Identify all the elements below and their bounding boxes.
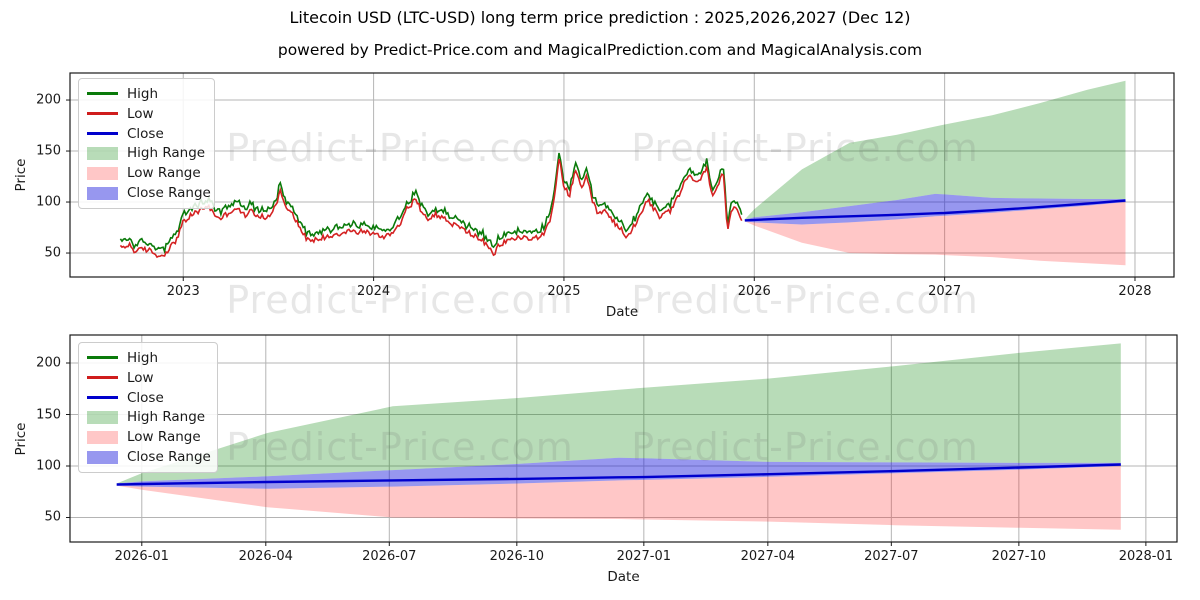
x-tick-label: 2027-07 — [864, 549, 919, 564]
y-tick-label: 100 — [36, 458, 61, 474]
x-tick-label: 2027-04 — [740, 549, 795, 564]
legend-swatch-high-range — [87, 146, 118, 160]
legend-label: High — [127, 85, 159, 102]
y-axis-label: Price — [13, 158, 29, 192]
figure-title: Litecoin USD (LTC-USD) long term price p… — [289, 8, 911, 27]
legend-item-close: Close — [87, 124, 204, 144]
legend-swatch-close-range — [87, 186, 118, 200]
legend-label: Close — [127, 389, 164, 406]
legend-swatch-high — [87, 356, 118, 360]
legend-label: Low Range — [127, 165, 201, 182]
x-tick-label: 2026-10 — [489, 549, 544, 564]
legend-swatch-high — [87, 92, 118, 96]
x-tick-label: 2028 — [1118, 284, 1152, 299]
y-tick-label: 150 — [36, 407, 61, 422]
legend-box: High Low Close High Range Low Range Close Ran… — [78, 78, 215, 209]
x-tick-label: 2027-01 — [616, 549, 671, 564]
x-tick-label: 2027 — [928, 284, 962, 299]
watermark-text: Predict-Price.com — [226, 425, 574, 469]
watermark-text: Predict-Price.com — [226, 126, 574, 170]
y-tick-label: 200 — [36, 355, 61, 371]
y-tick-label: 100 — [36, 194, 61, 210]
x-tick-label: 2024 — [357, 284, 391, 299]
legend-item-high: High — [87, 348, 207, 368]
legend-item-low-range: Low Range — [87, 427, 207, 447]
x-tick-label: 2025 — [547, 284, 581, 299]
legend-swatch-low-range — [87, 430, 118, 444]
legend-item-low: Low — [87, 368, 207, 388]
x-tick-label: 2028-01 — [1118, 549, 1174, 564]
x-tick-label: 2023 — [166, 284, 200, 299]
legend-label: High Range — [127, 409, 206, 426]
legend-label: High — [127, 349, 159, 366]
legend-item-high: High — [87, 84, 204, 104]
legend-label: Low — [127, 369, 154, 386]
watermark-text: Predict-Price.com — [631, 126, 979, 170]
y-tick-label: 50 — [44, 509, 61, 525]
legend-label: Close Range — [127, 185, 211, 202]
legend-label: Close Range — [127, 449, 211, 466]
x-tick-label: 2026 — [737, 284, 771, 299]
legend-swatch-low — [87, 112, 118, 116]
watermark-text: Predict-Price.com — [631, 425, 979, 469]
legend-item-close: Close — [87, 388, 207, 408]
figure-subtitle: powered by Predict-Price.com and Magical… — [277, 41, 923, 59]
legend-item-high-range: High Range — [87, 143, 206, 163]
x-tick-label: 2026-07 — [362, 549, 417, 564]
legend-swatch-close — [87, 396, 118, 400]
y-axis-label: Price — [13, 422, 29, 455]
y-tick-label: 50 — [44, 245, 61, 261]
legend-label: High Range — [127, 145, 206, 162]
watermark-text: Predict-Price.com — [631, 278, 979, 322]
legend-item-high-range: High Range — [87, 407, 207, 427]
legend-item-close-range: Close Range — [87, 447, 211, 467]
x-axis-label: Date — [605, 304, 639, 320]
legend-box: High Low Close High Range Low Range Close Ran… — [78, 342, 218, 473]
x-tick-label: 2026-01 — [114, 549, 169, 564]
x-axis-label: Date — [607, 569, 640, 585]
legend-swatch-high-range — [87, 410, 118, 424]
legend-swatch-close — [87, 132, 118, 136]
legend-swatch-close-range — [87, 450, 118, 464]
legend-swatch-low — [87, 376, 118, 380]
legend-label: Close — [127, 125, 164, 142]
legend-item-low: Low — [87, 104, 204, 124]
legend-swatch-low-range — [87, 166, 118, 180]
legend-label: Low Range — [127, 429, 201, 446]
legend-label: Low — [127, 105, 154, 122]
x-tick-label: 2026-04 — [238, 549, 293, 564]
legend-item-close-range: Close Range — [87, 183, 211, 203]
legend-item-low-range: Low Range — [87, 163, 204, 183]
x-tick-label: 2027-10 — [991, 549, 1047, 564]
y-tick-label: 200 — [36, 92, 61, 108]
watermark-text: Predict-Price.com — [226, 278, 574, 322]
y-tick-label: 150 — [36, 143, 61, 159]
